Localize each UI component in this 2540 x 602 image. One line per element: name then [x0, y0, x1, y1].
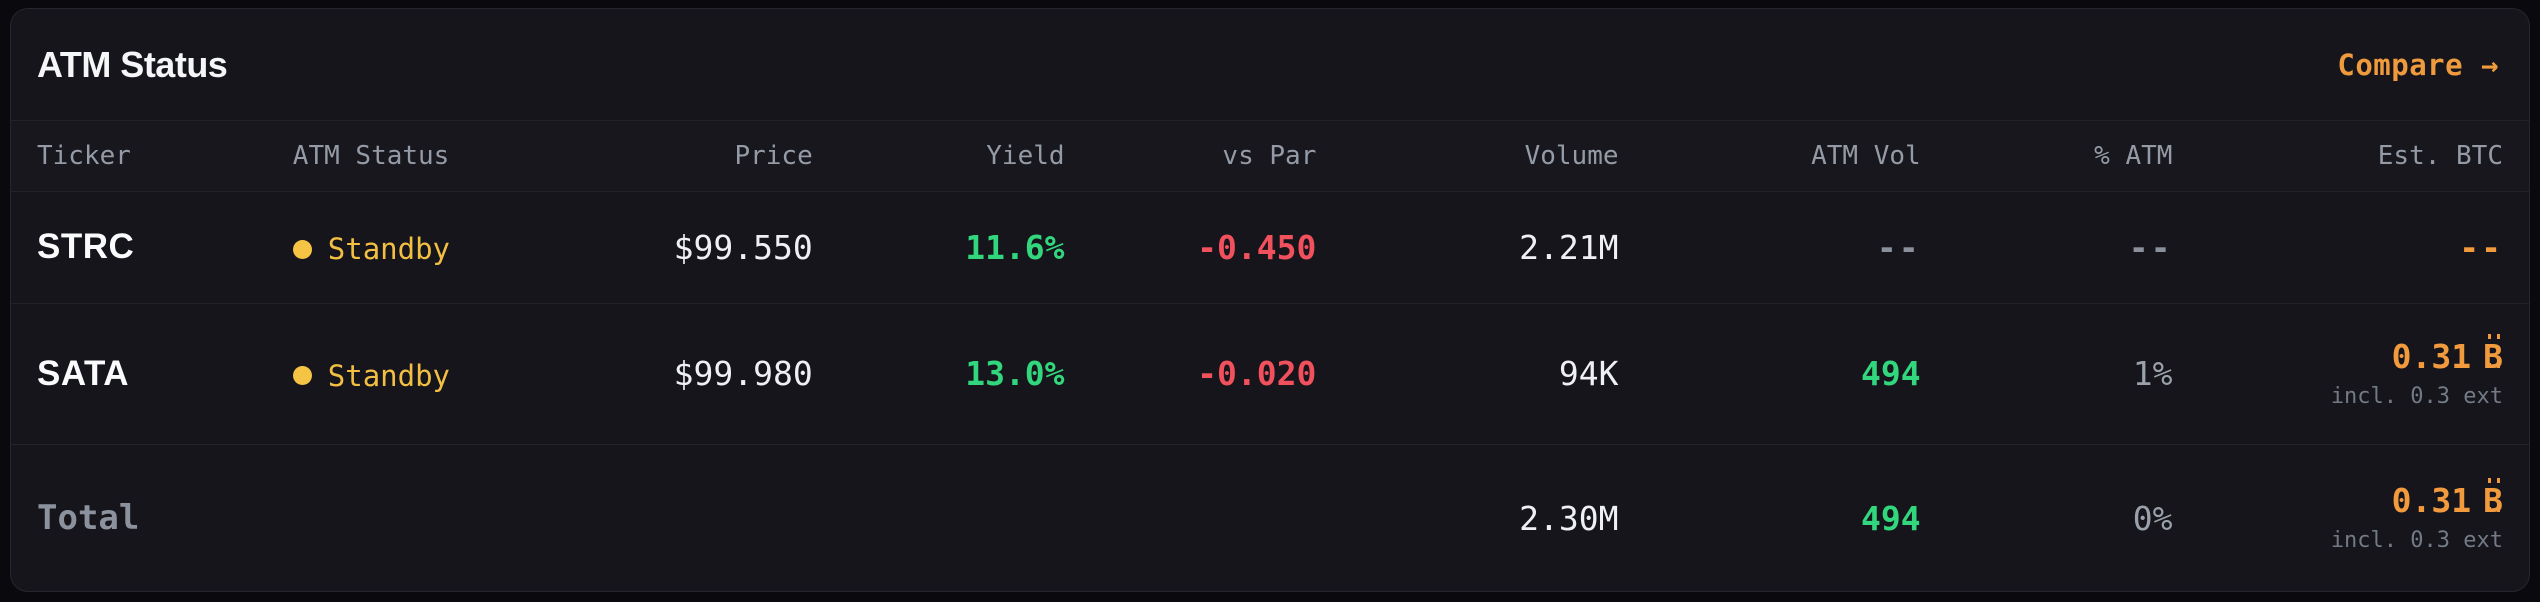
total-est-btc-cell: 0.31 incl. 0.3 ext: [2176, 443, 2529, 591]
card-header: ATM Status Compare →: [11, 9, 2529, 121]
total-pct-atm-cell: 0%: [1924, 443, 2177, 591]
ticker-cell: STRC: [37, 227, 135, 266]
total-atm-vol-cell: 494: [1622, 443, 1925, 591]
price-cell: $99.980: [564, 302, 817, 444]
vs-par-cell: -0.020: [1068, 302, 1321, 444]
atm-status-card: ATM Status Compare → Ticker ATM Status P…: [10, 8, 2530, 592]
col-header-vs-par: vs Par: [1068, 121, 1321, 192]
table-header-row: Ticker ATM Status Price Yield vs Par Vol…: [11, 121, 2529, 192]
pct-atm-cell: 1%: [1924, 302, 2177, 444]
status-cell: Standby: [262, 302, 565, 444]
col-header-price: Price: [564, 121, 817, 192]
table-row[interactable]: STRC Standby $99.550 11.6% -0.450 2.21M …: [11, 191, 2529, 303]
atm-vol-cell: 494: [1622, 302, 1925, 444]
compare-link[interactable]: Compare →: [2337, 47, 2499, 82]
table-row[interactable]: SATA Standby $99.980 13.0% -0.020 94K 49…: [11, 302, 2529, 444]
col-header-est-btc: Est. BTC: [2176, 121, 2529, 192]
total-row: Total 2.30M 494 0% 0.31 incl. 0.3 ext: [11, 443, 2529, 591]
btc-icon: [2483, 478, 2503, 520]
col-header-ticker: Ticker: [11, 121, 263, 192]
total-label: Total: [11, 443, 263, 591]
status-cell: Standby: [263, 191, 565, 303]
status-dot-icon: [292, 239, 312, 259]
total-volume-cell: 2.30M: [1320, 443, 1623, 591]
col-header-atm-vol: ATM Vol: [1622, 121, 1925, 192]
status-label: Standby: [327, 358, 451, 393]
col-header-pct-atm: % ATM: [1924, 121, 2177, 192]
atm-vol-cell: --: [1876, 227, 1921, 267]
vs-par-cell: -0.450: [1197, 227, 1317, 267]
btc-icon: [2483, 333, 2503, 376]
col-header-atm-status: ATM Status: [262, 121, 565, 192]
yield-cell: 11.6%: [965, 227, 1065, 267]
volume-cell: 94K: [1320, 302, 1623, 444]
card-title: ATM Status: [37, 43, 228, 85]
col-header-yield: Yield: [816, 121, 1069, 192]
status-label: Standby: [327, 232, 451, 266]
est-btc-value: 0.31: [2391, 481, 2472, 521]
status-dot-icon: [292, 366, 312, 385]
price-cell: $99.550: [673, 227, 813, 267]
est-btc-cell: --: [2459, 227, 2503, 267]
atm-status-table: Ticker ATM Status Price Yield vs Par Vol…: [11, 121, 2529, 591]
est-btc-note: incl. 0.3 ext: [2330, 528, 2503, 554]
col-header-volume: Volume: [1320, 121, 1623, 192]
yield-cell: 13.0%: [816, 302, 1069, 444]
volume-cell: 2.21M: [1519, 227, 1619, 267]
est-btc-value: 0.31: [2391, 336, 2472, 376]
est-btc-cell: 0.31 incl. 0.3 ext: [2176, 302, 2529, 444]
est-btc-note: incl. 0.3 ext: [2330, 383, 2503, 409]
ticker-cell: SATA: [11, 302, 263, 444]
pct-atm-cell: --: [2128, 227, 2173, 267]
